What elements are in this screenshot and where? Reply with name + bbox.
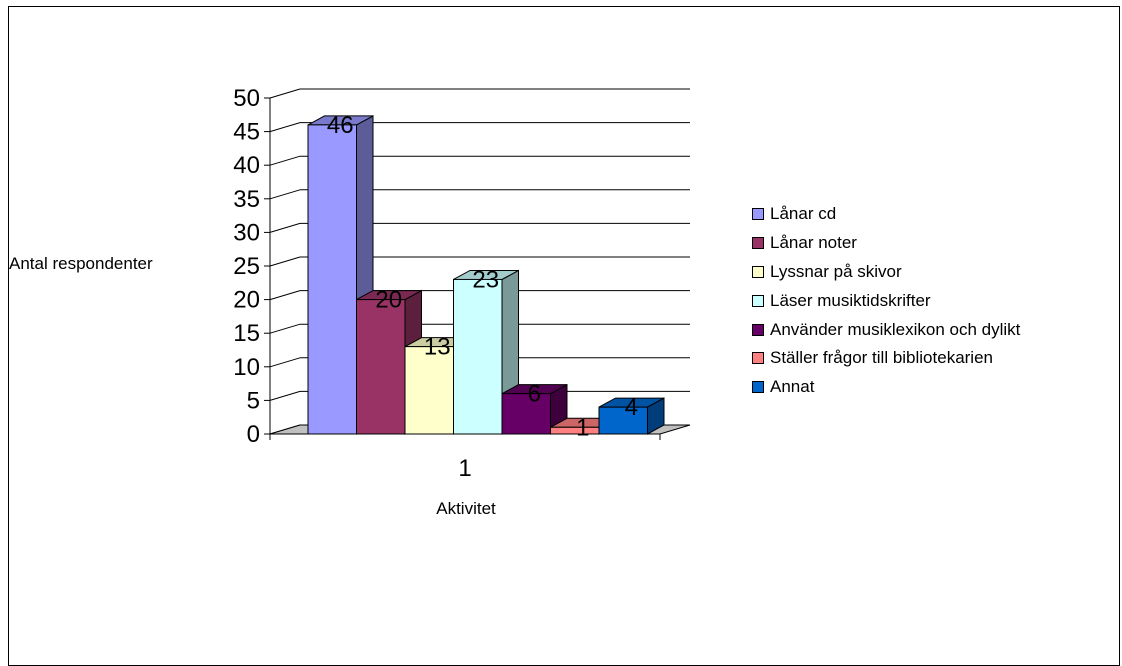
legend-item: Använder musiklexikon och dylikt — [752, 315, 1020, 344]
legend-item: Annat — [752, 373, 1020, 402]
bar-front — [453, 278, 503, 435]
legend-label: Lyssnar på skivor — [770, 261, 902, 281]
wall-gridline — [269, 357, 301, 368]
data-label: 1 — [576, 414, 589, 441]
bar-front — [598, 406, 648, 435]
wall-gridline — [269, 122, 301, 133]
wall-gridline — [269, 189, 301, 200]
legend-item: Lånar noter — [752, 229, 1020, 258]
x-axis-title: Aktivitet — [436, 499, 496, 518]
wall-gridline — [269, 88, 301, 99]
legend-item: Lyssnar på skivor — [752, 258, 1020, 287]
y-tick-label: 20 — [233, 287, 260, 314]
y-tick-label: 5 — [247, 387, 260, 414]
data-labels: 46 20 13 23 6 1 4 — [327, 112, 638, 441]
data-label: 6 — [528, 381, 541, 408]
legend-swatch — [752, 208, 764, 221]
bar-front — [501, 393, 551, 435]
legend-label: Använder musiklexikon och dylikt — [770, 319, 1021, 339]
y-tick-label: 45 — [233, 119, 260, 146]
y-axis-title: Antal respondenter — [9, 254, 153, 273]
legend-swatch — [752, 294, 764, 307]
legend-label: Läser musiktidskrifter — [770, 290, 931, 310]
y-tick-label: 30 — [233, 219, 260, 246]
legend-item: Läser musiktidskrifter — [752, 286, 1020, 315]
legend-swatch — [752, 237, 764, 250]
wall-gridline — [269, 290, 301, 301]
data-label: 46 — [327, 112, 354, 139]
y-tick-label: 15 — [233, 320, 260, 347]
bars — [307, 115, 665, 435]
bar — [598, 397, 665, 435]
chart-area: 0 5 10 15 20 25 30 35 40 45 50 1 46 20 13 23 6 1 4 Antal … — [9, 85, 691, 518]
y-tick-label: 0 — [247, 421, 260, 448]
legend-swatch — [752, 265, 764, 278]
legend-item: Lånar cd — [752, 200, 1020, 229]
legend-label: Lånar cd — [770, 204, 837, 224]
legend-swatch — [752, 381, 764, 394]
wall-gridline — [269, 222, 301, 233]
wall-gridline — [269, 323, 301, 334]
wall-gridline — [269, 256, 301, 267]
wall-gridline — [269, 390, 301, 401]
y-tick-label: 50 — [233, 85, 260, 112]
y-tick-label: 40 — [233, 152, 260, 179]
legend-label: Annat — [770, 377, 815, 397]
y-tick-label: 25 — [233, 253, 260, 280]
x-tick-label: 1 — [458, 455, 471, 482]
data-label: 20 — [375, 287, 402, 314]
bar-front — [356, 299, 406, 435]
bar-front — [404, 346, 454, 435]
legend-label: Ställer frågor till bibliotekarien — [770, 348, 993, 368]
data-label: 23 — [472, 266, 499, 293]
legend-swatch — [752, 352, 764, 365]
legend-swatch — [752, 323, 764, 336]
bar-front — [550, 426, 600, 435]
legend: Lånar cd Lånar noter Lyssnar på skivor Läse… — [752, 200, 1020, 402]
y-tick-label: 35 — [233, 186, 260, 213]
legend-item: Ställer frågor till bibliotekarien — [752, 344, 1020, 373]
wall-gridline — [269, 155, 301, 166]
data-label: 4 — [625, 394, 638, 421]
legend-label: Lånar noter — [770, 233, 857, 253]
bar-front — [307, 124, 357, 435]
data-label: 13 — [424, 334, 451, 361]
y-tick-label: 10 — [233, 354, 260, 381]
